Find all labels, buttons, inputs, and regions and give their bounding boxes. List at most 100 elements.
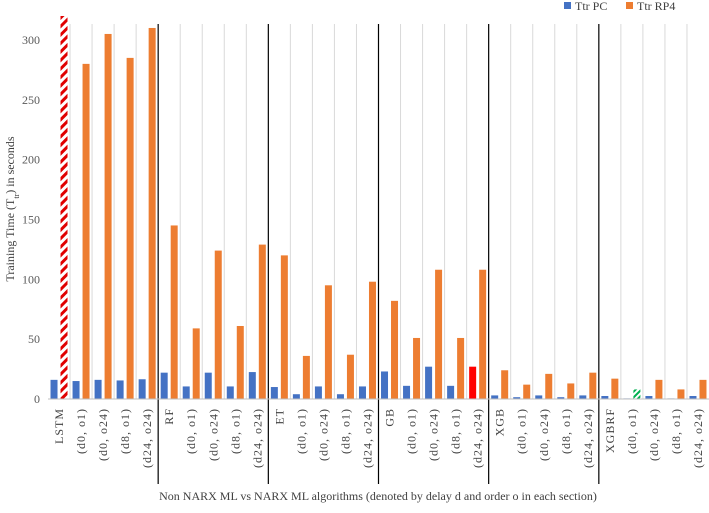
bar-ttr-pc-5 (160, 372, 168, 399)
bar-ttr-pc-2 (94, 379, 102, 399)
x-tick-label: ET (272, 408, 286, 425)
y-tick-label: 100 (22, 272, 40, 286)
legend-swatch-ttr-rp4 (626, 2, 633, 9)
legend-label-ttr-pc: Ttr PC (575, 0, 607, 13)
bar-ttr-rp4-24 (589, 372, 597, 399)
x-tick-label: (d0, o1) (515, 408, 529, 454)
x-tick-label: GB (383, 408, 397, 427)
bar-ttr-pc-9 (248, 372, 256, 399)
x-tick-label: (d24, o24) (691, 408, 705, 468)
bar-ttr-pc-20 (491, 395, 499, 399)
bar-ttr-pc-13 (336, 394, 344, 399)
x-tick-label: (d24, o24) (140, 408, 154, 468)
bar-ttr-rp4-18 (457, 337, 465, 399)
bar-ttr-rp4-21 (523, 384, 531, 399)
bar-ttr-rp4-20 (501, 370, 509, 399)
y-tick-label: 0 (34, 392, 40, 406)
bar-ttr-rp4-7 (214, 250, 222, 399)
bar-ttr-rp4-22 (545, 373, 553, 399)
bar-ttr-pc-21 (513, 397, 521, 399)
x-tick-label: (d24, o24) (360, 408, 374, 468)
bar-ttr-rp4-10 (280, 255, 288, 399)
bar-ttr-rp4-9 (258, 244, 266, 399)
bar-ttr-pc-14 (358, 386, 366, 399)
bar-ttr-pc-19 (469, 366, 477, 399)
bar-ttr-rp4-26 (633, 389, 641, 399)
x-tick-label: (d0, o24) (537, 408, 551, 461)
x-tick-label: (d8, o1) (338, 408, 352, 454)
x-tick-label: (d0, o1) (184, 408, 198, 454)
x-tick-label: (d0, o24) (206, 408, 220, 461)
x-tick-label: (d0, o24) (316, 408, 330, 461)
bar-ttr-pc-0 (50, 379, 58, 399)
bar-ttr-rp4-28 (677, 389, 685, 399)
x-tick-label: (d0, o1) (294, 408, 308, 454)
bars (50, 16, 707, 399)
bar-ttr-pc-4 (138, 379, 146, 399)
bar-ttr-rp4-0 (60, 16, 68, 399)
x-tick-label: RF (162, 408, 176, 425)
bar-ttr-rp4-19 (479, 269, 487, 399)
bar-ttr-rp4-12 (324, 285, 332, 399)
bar-ttr-rp4-25 (611, 378, 619, 399)
bar-ttr-pc-25 (601, 396, 609, 399)
x-tick-label: (d24, o24) (471, 408, 485, 468)
bar-ttr-pc-23 (557, 397, 565, 399)
bar-ttr-rp4-8 (236, 325, 244, 399)
x-tick-label: (d8, o1) (118, 408, 132, 454)
bar-ttr-pc-8 (226, 386, 234, 399)
bar-ttr-rp4-5 (170, 225, 178, 399)
y-tick-label: 200 (22, 153, 40, 167)
bar-ttr-pc-29 (689, 396, 697, 399)
bar-ttr-rp4-4 (148, 27, 156, 399)
x-tick-label: (d8, o1) (449, 408, 463, 454)
y-tick-labels: 0 50 100 150 200 250 300 (22, 33, 40, 406)
bar-ttr-pc-22 (535, 395, 543, 399)
y-tick-label: 300 (22, 33, 40, 47)
x-tick-label: (d0, o1) (74, 408, 88, 454)
bar-ttr-rp4-2 (104, 33, 112, 399)
x-tick-label: XGBRF (603, 408, 617, 453)
x-tick-label: (d0, o1) (625, 408, 639, 454)
y-axis-title: Training Time (Ttr) in seconds (3, 136, 21, 281)
legend: Ttr PC Ttr RP4 (564, 0, 675, 13)
x-tick-label: (d0, o24) (427, 408, 441, 461)
bar-ttr-pc-12 (314, 386, 322, 399)
bar-ttr-pc-7 (204, 372, 212, 399)
bar-ttr-rp4-1 (82, 63, 90, 399)
bar-ttr-pc-16 (403, 385, 411, 399)
y-tick-label: 250 (22, 93, 40, 107)
y-tick-label: 50 (28, 332, 40, 346)
bar-ttr-rp4-17 (435, 269, 443, 399)
bar-ttr-rp4-23 (567, 383, 575, 399)
bar-ttr-pc-3 (116, 380, 124, 399)
x-tick-label: (d0, o1) (405, 408, 419, 454)
section-dividers (157, 24, 600, 484)
x-tick-label: (d24, o24) (250, 408, 264, 468)
x-tick-label: (d8, o1) (228, 408, 242, 454)
bar-ttr-rp4-11 (302, 355, 310, 399)
x-tick-label: XGB (493, 408, 507, 436)
x-axis-title: Non NARX ML vs NARX ML algorithms (denot… (159, 489, 597, 503)
legend-swatch-ttr-pc (564, 2, 571, 9)
bar-ttr-rp4-27 (655, 379, 663, 399)
bar-ttr-pc-6 (182, 386, 190, 399)
x-tick-label: (d8, o1) (559, 408, 573, 454)
bar-ttr-rp4-13 (346, 354, 354, 399)
bar-ttr-rp4-15 (391, 300, 399, 399)
x-tick-label: (d0, o24) (647, 408, 661, 461)
bar-ttr-pc-10 (270, 387, 278, 399)
bar-ttr-pc-18 (447, 385, 455, 399)
bar-ttr-pc-24 (579, 395, 587, 399)
bar-ttr-rp4-3 (126, 57, 134, 399)
bar-ttr-pc-15 (381, 371, 389, 399)
x-tick-label: LSTM (52, 408, 66, 444)
bar-ttr-rp4-6 (192, 328, 200, 399)
bar-ttr-rp4-14 (368, 281, 376, 399)
x-tick-label: (d8, o1) (669, 408, 683, 454)
bar-ttr-pc-11 (292, 394, 300, 399)
y-tick-label: 150 (22, 212, 40, 226)
x-tick-label: (d0, o24) (96, 408, 110, 461)
bar-ttr-pc-17 (425, 366, 433, 399)
